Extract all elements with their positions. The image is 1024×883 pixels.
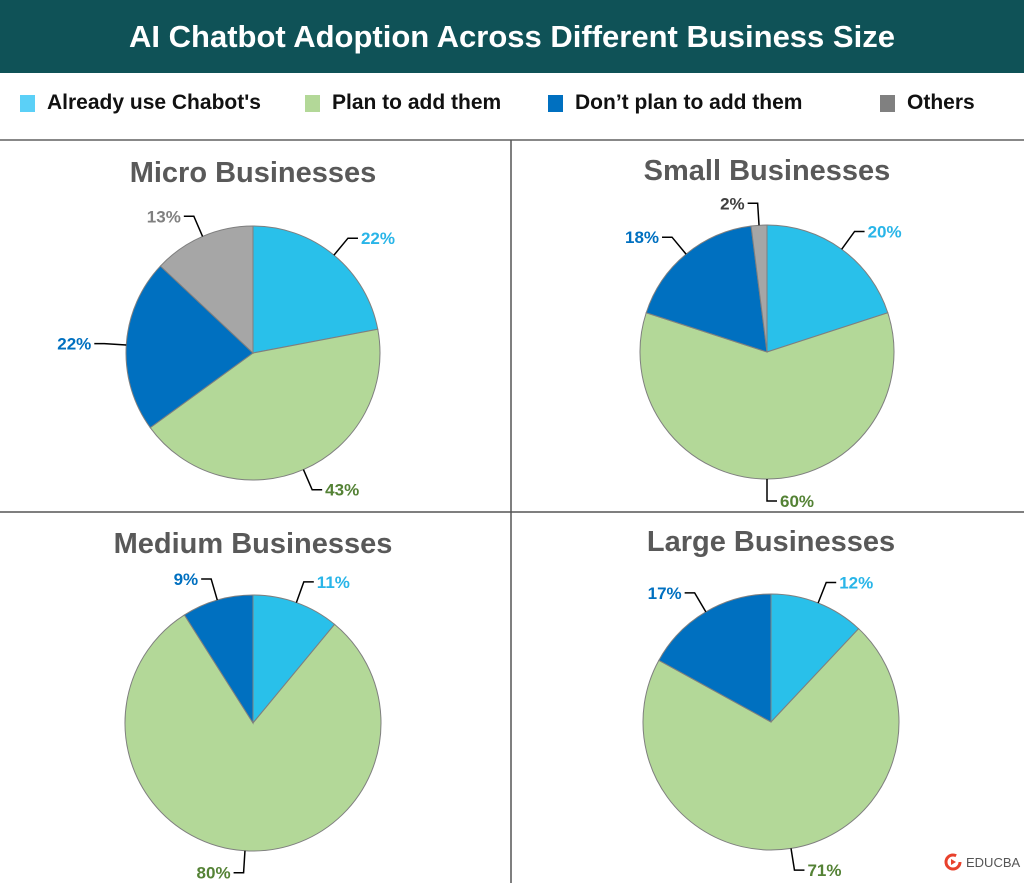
data-label: 17% [648, 584, 682, 603]
pie-slice [159, 225, 254, 355]
educba-logo: EDUCBA [944, 853, 1020, 871]
pie-slice [149, 328, 381, 481]
leader-line [333, 237, 358, 256]
logo-text: EDUCBA [966, 854, 1021, 870]
pie-slice [252, 225, 379, 354]
data-label: 43% [325, 481, 359, 500]
pie-slice [124, 614, 382, 852]
leader-line [183, 215, 204, 237]
leader-line [201, 578, 219, 601]
pie-slice [766, 224, 889, 353]
leader-line [790, 848, 805, 871]
legend-label: Others [907, 91, 975, 114]
pie-title: Micro Businesses [130, 157, 377, 189]
pie-title: Large Businesses [647, 526, 895, 558]
leader-line [684, 592, 707, 613]
data-label: 22% [57, 335, 91, 354]
pie-title: Small Businesses [644, 155, 891, 187]
data-label: 60% [780, 492, 814, 511]
legend-label: Don’t plan to add them [575, 91, 803, 114]
legend-item-plan: Plan to add them [305, 91, 501, 115]
pie-slice [125, 265, 254, 429]
legend-swatch [548, 94, 563, 112]
data-label: 80% [197, 864, 231, 883]
legend-label: Plan to add them [332, 91, 502, 114]
leader-line [817, 581, 837, 604]
pie-title: Medium Businesses [114, 528, 393, 560]
data-label: 20% [868, 222, 902, 241]
legend-item-others: Others [880, 91, 975, 115]
data-label: 9% [174, 570, 199, 589]
leader-line [295, 581, 314, 603]
leader-line [766, 479, 777, 502]
pie-slice [658, 593, 772, 723]
legend-swatch [20, 94, 35, 112]
pie-slice [770, 593, 860, 724]
leader-line [747, 202, 760, 226]
leader-line [302, 469, 323, 491]
leader-line [94, 342, 127, 346]
legend-swatch [305, 94, 320, 112]
data-label: 18% [625, 228, 659, 247]
legend-label: Already use Chabot's [47, 91, 261, 114]
data-label: 2% [720, 194, 745, 213]
pie-slice [639, 312, 895, 480]
logo-icon [944, 853, 962, 871]
data-label: 71% [807, 861, 841, 880]
data-label: 22% [361, 229, 395, 248]
leader-line [841, 230, 865, 250]
legend: Already use Chabot's Plan to add them Do… [0, 73, 1024, 141]
legend-swatch [880, 94, 895, 112]
chart-title: AI Chatbot Adoption Across Different Bus… [0, 0, 1024, 73]
data-label: 12% [839, 574, 873, 593]
leader-line [662, 236, 687, 255]
legend-item-already: Already use Chabot's [20, 91, 261, 115]
data-label: 11% [317, 573, 350, 592]
legend-item-dont-plan: Don’t plan to add them [548, 91, 802, 115]
leader-line [233, 850, 246, 874]
pie-slice [642, 627, 900, 851]
data-label: 13% [147, 207, 181, 226]
